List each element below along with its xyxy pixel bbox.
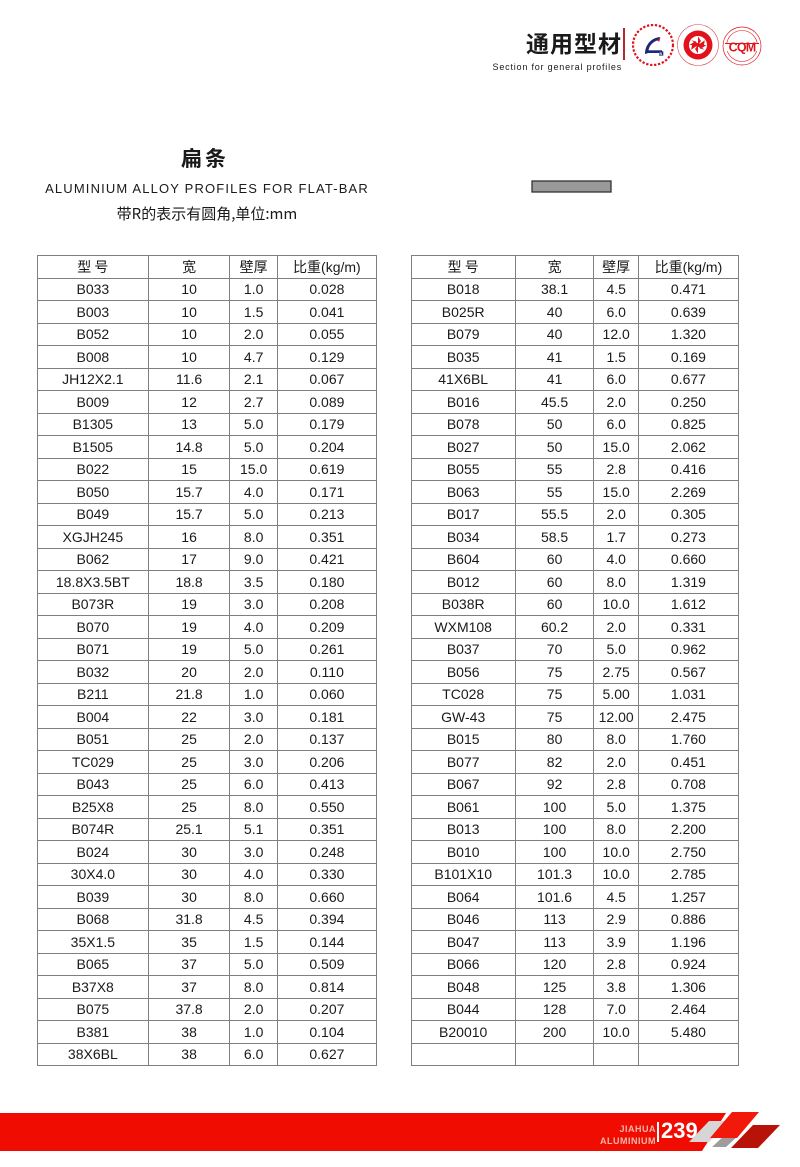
svg-text:B: B xyxy=(659,52,662,56)
svg-text:CQM: CQM xyxy=(729,41,756,55)
